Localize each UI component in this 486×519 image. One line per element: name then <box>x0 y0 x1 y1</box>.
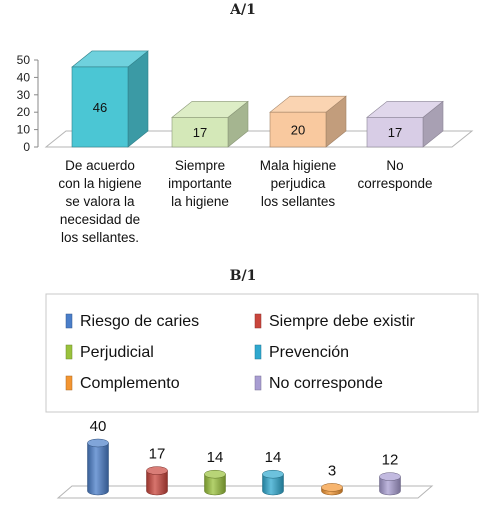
category-label-line: corresponde <box>357 176 432 191</box>
cylinder-body <box>262 473 284 496</box>
category-label-line: se valora la <box>65 194 135 209</box>
bar <box>146 466 168 496</box>
bar-front <box>171 117 229 148</box>
category-label-line: De acuerdo <box>65 158 135 173</box>
bar-value-label: 17 <box>149 446 166 463</box>
bar-value-label: 17 <box>193 125 207 140</box>
category-label: No corresponde <box>357 158 432 191</box>
cylinder-top <box>146 466 168 475</box>
legend-swatch <box>65 313 73 329</box>
bar <box>71 50 149 148</box>
legend-label: Siempre debe existir <box>269 313 416 330</box>
category-label: De acuerdo con la higiene se valora la nece… <box>58 158 141 245</box>
bar <box>87 438 109 496</box>
legend-label: Riesgo de caries <box>80 313 199 330</box>
chart-b: Riesgo de caries Siempre debe existir Perj… <box>45 293 479 499</box>
y-tick-label: 0 <box>23 140 30 154</box>
category-label-line: perjudica <box>271 176 326 191</box>
category-label: Mala higiene perjudica los sellantes <box>260 158 337 209</box>
cylinder-body <box>146 470 168 496</box>
legend-swatch <box>65 375 73 391</box>
legend-swatch <box>254 344 262 360</box>
legend-label: Prevención <box>269 344 349 361</box>
bar-side <box>127 50 149 148</box>
cylinder-top <box>262 469 284 479</box>
bar-value-label: 14 <box>207 449 224 466</box>
y-tick-label: 20 <box>17 105 31 119</box>
category-label: Siempre importante la higiene <box>168 158 232 209</box>
cylinder-top <box>204 469 226 479</box>
bar <box>366 100 444 148</box>
chart-floor <box>56 485 434 499</box>
category-label-line: con la higiene <box>58 176 141 191</box>
category-label-line: Siempre <box>175 158 225 173</box>
bar-front <box>366 117 424 148</box>
category-label-line: la higiene <box>171 194 229 209</box>
bar <box>171 100 249 148</box>
bar <box>269 95 347 148</box>
category-label-line: los sellantes. <box>61 230 139 245</box>
bar-value-label: 3 <box>328 462 336 479</box>
cylinder-body <box>204 473 226 496</box>
category-label-line: necesidad de <box>60 212 140 227</box>
cylinder-top <box>321 483 343 492</box>
legend-label: Complemento <box>80 375 180 392</box>
category-label-line: No <box>386 158 403 173</box>
cylinder-body <box>87 442 109 496</box>
category-label-line: Mala higiene <box>260 158 337 173</box>
bar-value-label: 46 <box>93 100 107 115</box>
cylinder-body <box>379 476 401 496</box>
category-label-line: importante <box>168 176 232 191</box>
legend-swatch <box>254 375 262 391</box>
chart-a: 0 10 20 30 40 50 46 De acuerdo con la higiene se … <box>17 50 474 245</box>
chart-b-title: B/1 <box>229 268 257 284</box>
y-tick-label: 40 <box>17 70 31 84</box>
bar <box>321 483 343 496</box>
y-tick-label: 10 <box>17 123 31 137</box>
y-tick-label: 50 <box>17 53 31 67</box>
legend-box <box>45 293 479 413</box>
bar-value-label: 14 <box>265 449 282 466</box>
bar-value-label: 20 <box>291 123 305 138</box>
bar <box>204 469 226 496</box>
category-label-line: los sellantes <box>261 194 336 209</box>
y-tick-label: 30 <box>17 88 31 102</box>
bar-value-label: 40 <box>90 418 107 435</box>
legend-swatch <box>65 344 73 360</box>
cylinder-top <box>87 438 109 448</box>
bar <box>262 469 284 496</box>
legend-label: No corresponde <box>269 375 383 392</box>
chart-a-title: A/1 <box>230 2 256 18</box>
bar-value-label: 17 <box>388 125 402 140</box>
cylinder-top <box>379 472 401 481</box>
bar <box>379 472 401 496</box>
legend-swatch <box>254 313 262 329</box>
legend-label: Perjudicial <box>80 344 154 361</box>
bar-value-label: 12 <box>382 452 399 469</box>
bar-front <box>269 111 327 148</box>
bar-front <box>71 66 129 148</box>
